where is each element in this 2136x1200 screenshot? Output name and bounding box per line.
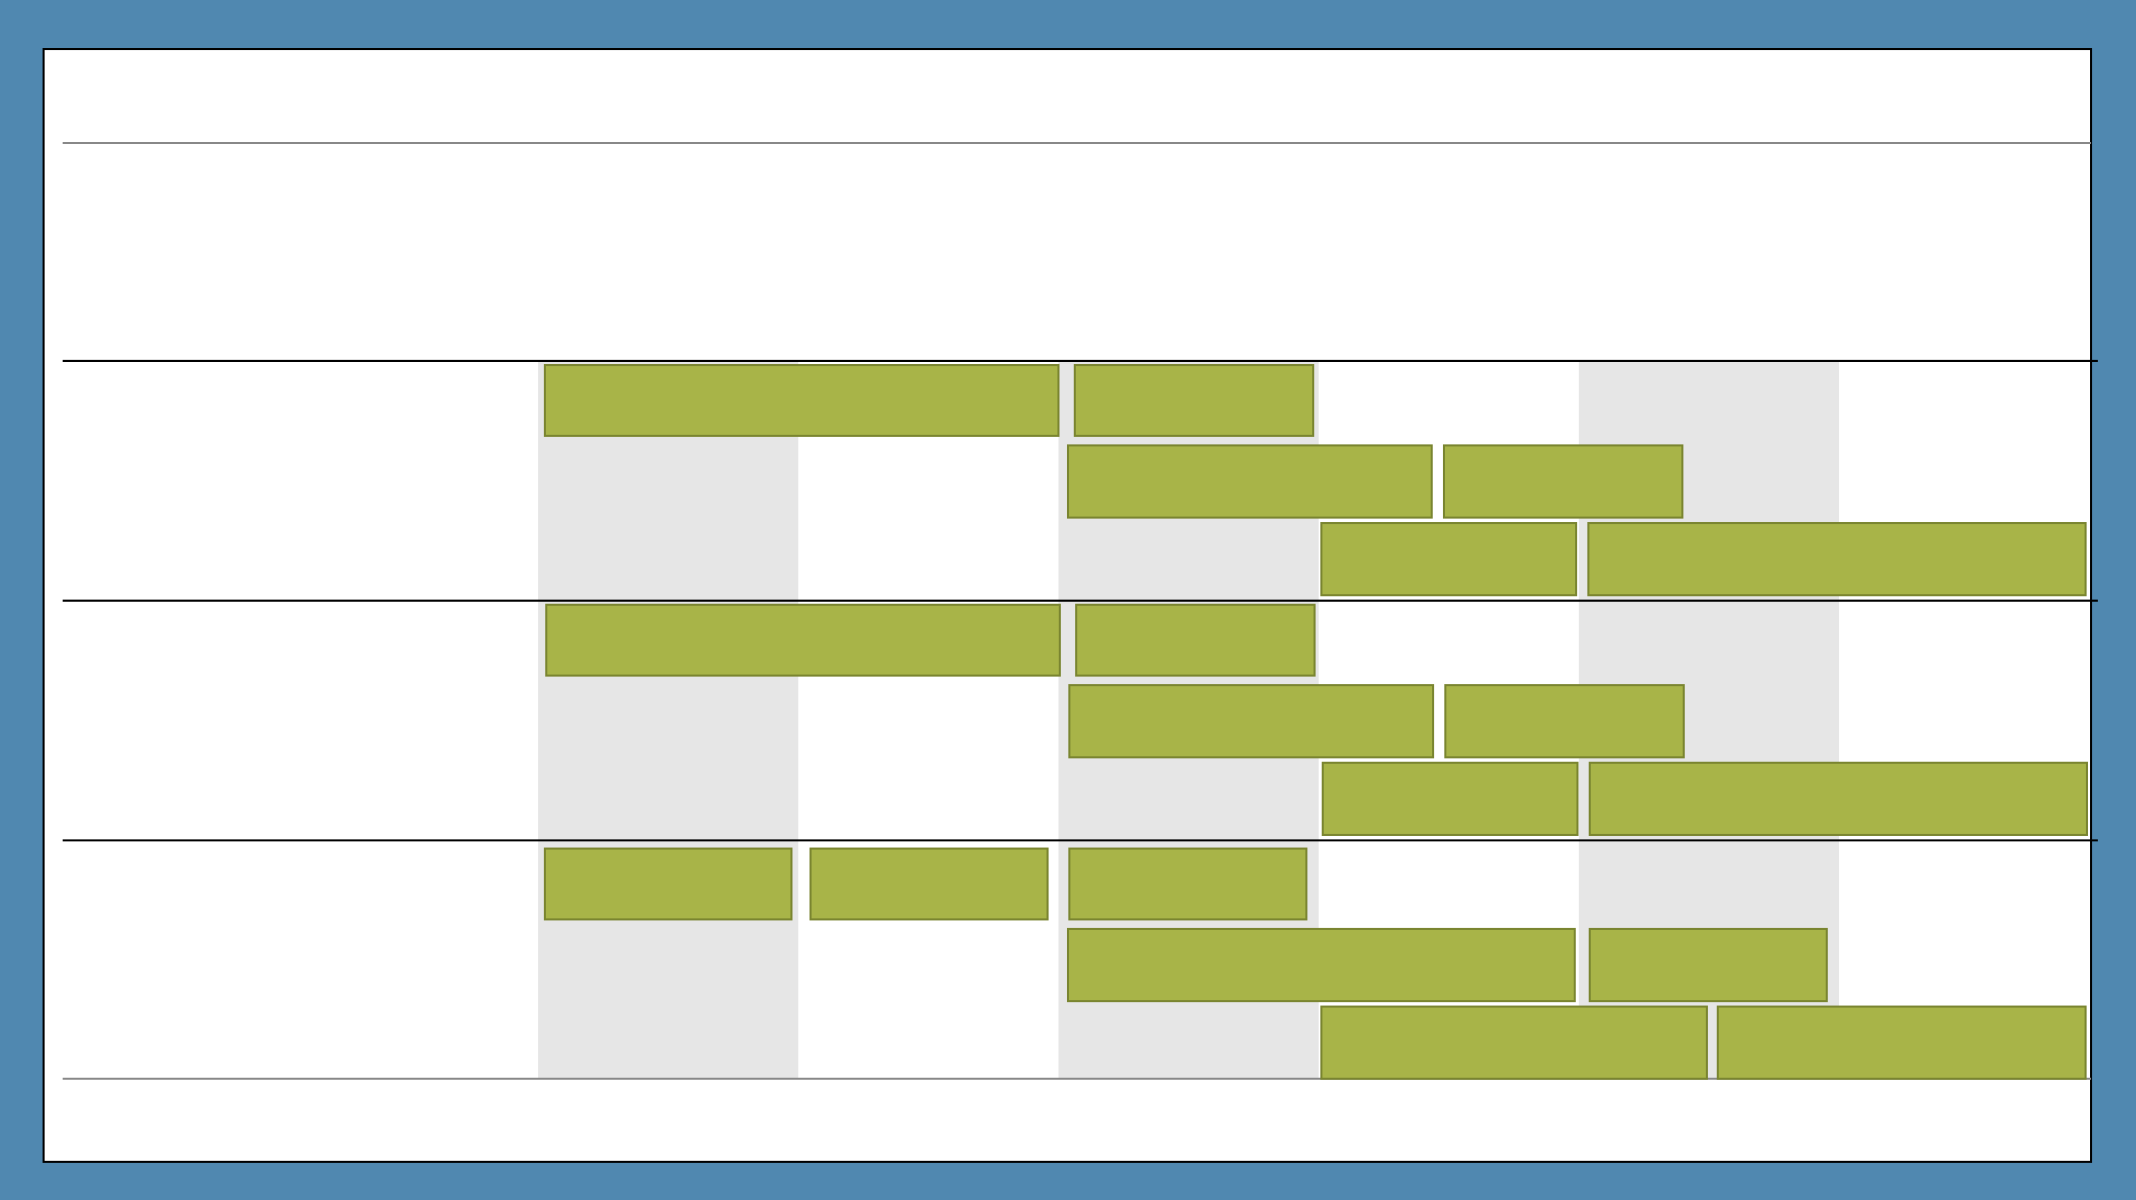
task-bar[interactable] <box>545 603 1061 677</box>
task-bar[interactable] <box>1068 847 1308 921</box>
task-bar[interactable] <box>1073 364 1315 437</box>
task-bar[interactable] <box>1588 927 1828 1003</box>
task-bar[interactable] <box>1321 761 1579 836</box>
task-bar[interactable] <box>1588 761 2088 836</box>
task-bar[interactable] <box>809 847 1049 921</box>
task-bar[interactable] <box>1442 444 1684 519</box>
task-bar[interactable] <box>1068 684 1435 759</box>
task-bar[interactable] <box>543 847 793 921</box>
column-shade <box>538 360 799 1079</box>
task-bar[interactable] <box>543 364 1060 437</box>
task-bar[interactable] <box>1066 444 1433 519</box>
task-bar[interactable] <box>1716 1005 2087 1080</box>
task-bar[interactable] <box>1075 603 1316 677</box>
task-bar[interactable] <box>1066 927 1576 1003</box>
task-bar[interactable] <box>1320 522 1578 597</box>
task-bar[interactable] <box>1444 684 1685 759</box>
task-bar[interactable] <box>1587 522 2087 597</box>
task-bar[interactable] <box>1320 1005 1708 1080</box>
